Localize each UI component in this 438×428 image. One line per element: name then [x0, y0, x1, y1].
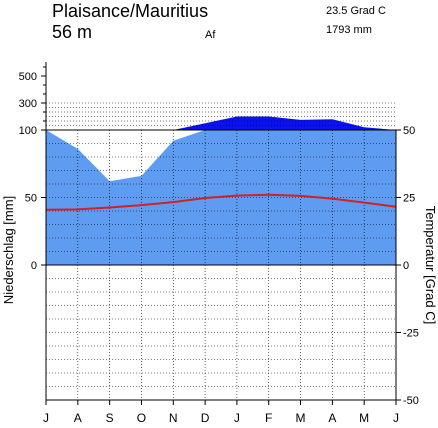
mean-temperature-label: 23.5 Grad C [326, 5, 386, 17]
month-label: M [296, 411, 306, 425]
month-label: A [328, 411, 336, 425]
precipitation-area-layer [46, 116, 396, 265]
left-tick-label: 50 [25, 193, 37, 205]
month-label: A [74, 411, 82, 425]
left-axis-title: Niederschlag [mm] [1, 196, 16, 304]
left-tick-label: 300 [19, 98, 37, 110]
month-label: J [393, 411, 399, 425]
month-label: D [201, 411, 210, 425]
month-label: M [359, 411, 369, 425]
elevation-label: 56 m [52, 22, 92, 42]
right-tick-label: 50 [403, 125, 415, 137]
right-tick-label: -25 [403, 328, 419, 340]
month-label: J [234, 411, 240, 425]
left-tick-label: 500 [19, 71, 37, 83]
month-label: N [169, 411, 178, 425]
perhumid-area [46, 116, 396, 130]
temperature-line [45, 193, 397, 211]
month-label: J [43, 411, 49, 425]
month-label: O [137, 411, 146, 425]
temperature-line-layer [45, 193, 397, 211]
climate-class-label: Af [205, 29, 216, 41]
right-tick-label: 0 [403, 260, 409, 272]
axes-layer [41, 62, 401, 405]
left-tick-label: 0 [31, 260, 37, 272]
left-tick-label: 100 [19, 125, 37, 137]
month-label: F [265, 411, 272, 425]
month-label: S [106, 411, 114, 425]
right-axis-title: Temperatur [Grad C] [423, 206, 438, 325]
station-title: Plaisance/Mauritius [52, 1, 208, 21]
right-tick-label: 25 [403, 193, 415, 205]
annual-precipitation-label: 1793 mm [326, 24, 372, 36]
right-tick-label: -50 [403, 395, 419, 407]
